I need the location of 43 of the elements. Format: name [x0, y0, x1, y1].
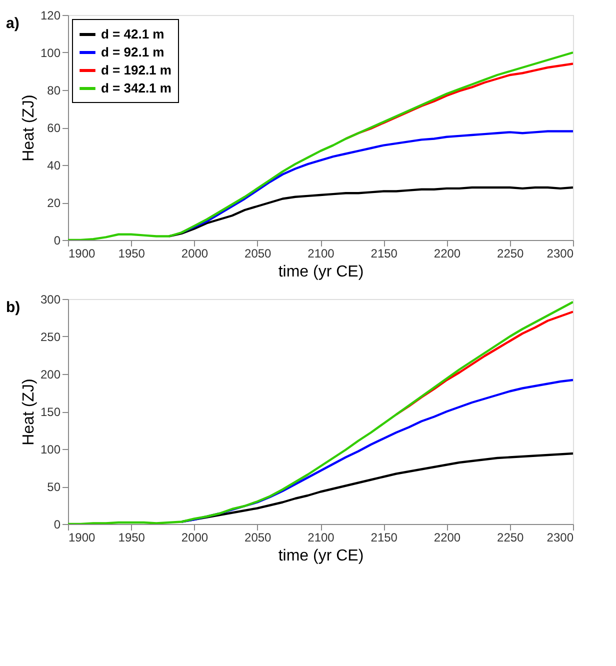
text: a): [6, 15, 20, 32]
x-tick-label: 2250: [497, 246, 524, 260]
x-tick-label: 2000: [181, 530, 208, 544]
x-tick-label: 1900: [68, 530, 96, 544]
y-tick-label: 120: [40, 8, 61, 22]
x-tick-label: 2050: [244, 246, 272, 260]
y-tick-label: 40: [47, 158, 61, 172]
x-tick-label: 1950: [118, 530, 146, 544]
y-tick-label: 20: [47, 196, 61, 210]
y-tick-label: 60: [47, 121, 61, 135]
x-tick-label: 1900: [68, 246, 96, 260]
y-tick-label: 300: [40, 292, 61, 306]
y-tick-label: 100: [40, 46, 61, 60]
legend-label: d = 42.1 m: [101, 26, 164, 42]
x-tick-label: 2000: [181, 246, 208, 260]
line-series: [180, 130, 573, 234]
x-tick-label: 2300: [546, 530, 574, 544]
x-tick-label: 1950: [118, 246, 146, 260]
x-tick-label: 2200: [434, 530, 461, 544]
x-tick-label: 2300: [546, 246, 574, 260]
x-tick-label: 2250: [497, 530, 524, 544]
legend-label: d = 192.1 m: [101, 62, 172, 78]
y-axis-title: Heat (ZJ): [20, 378, 38, 446]
y-tick-label: 0: [54, 234, 61, 248]
text: b): [6, 299, 20, 316]
x-tick-label: 2200: [434, 246, 461, 260]
x-axis-title: time (yr CE): [278, 548, 364, 564]
legend-label: d = 342.1 m: [101, 80, 172, 96]
y-tick-label: 200: [40, 368, 61, 382]
x-tick-label: 2150: [370, 530, 398, 544]
x-axis-title: time (yr CE): [278, 264, 364, 280]
x-tick-label: 2050: [244, 530, 272, 544]
y-tick-label: 50: [47, 480, 61, 494]
legend-label: d = 92.1 m: [101, 44, 164, 60]
y-tick-label: 80: [47, 84, 61, 98]
x-tick-label: 2100: [308, 246, 335, 260]
y-tick-label: 150: [40, 405, 61, 419]
y-axis-title: Heat (ZJ): [20, 94, 38, 162]
x-tick-label: 2100: [308, 530, 335, 544]
y-tick-label: 250: [40, 330, 61, 344]
x-tick-label: 2150: [370, 246, 398, 260]
y-tick-label: 100: [40, 442, 61, 456]
y-tick-label: 0: [54, 518, 61, 532]
